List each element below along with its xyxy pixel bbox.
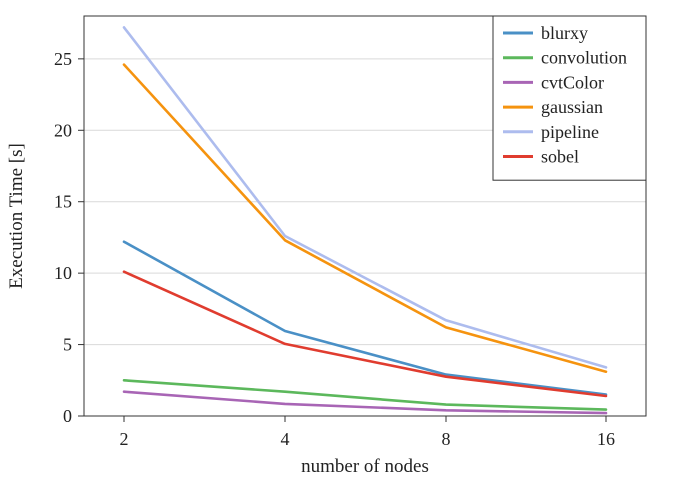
series-lines (122, 26, 608, 415)
y-axis-title: Execution Time [s] (6, 143, 27, 289)
legend-label-convolution: convolution (541, 48, 627, 68)
legend-label-cvtColor: cvtColor (541, 72, 604, 92)
x-tick-label: 16 (597, 429, 615, 449)
y-tick-label: 5 (63, 335, 72, 355)
legend-box (492, 15, 647, 181)
y-tick-label: 10 (54, 263, 72, 283)
plot-frame (83, 15, 647, 417)
x-axis-ticks: 2 4 8 16 (120, 416, 615, 449)
x-tick-label: 8 (442, 429, 451, 449)
series-line-blurxy (122, 240, 608, 396)
legend-label-pipeline: pipeline (541, 122, 599, 142)
y-tick-label: 25 (54, 49, 72, 69)
series-line-gaussian (122, 63, 608, 374)
legend-label-blurxy: blurxy (541, 23, 588, 43)
y-axis-ticks: 0 5 10 15 20 25 (54, 49, 84, 426)
x-tick-label: 4 (281, 429, 290, 449)
x-tick-label: 2 (120, 429, 129, 449)
series-line-convolution (122, 378, 608, 411)
y-tick-label: 15 (54, 192, 72, 212)
legend-label-gaussian: gaussian (541, 97, 603, 117)
y-tick-label: 0 (63, 406, 72, 426)
x-axis-title: number of nodes (301, 456, 429, 477)
series-line-cvtColor (122, 390, 608, 415)
legend: blurxy convolution cvtColor gaussian pipelin… (492, 15, 647, 181)
legend-label-sobel: sobel (541, 147, 579, 167)
y-tick-label: 20 (54, 120, 72, 140)
series-line-pipeline (122, 26, 608, 369)
series-line-sobel (122, 270, 608, 398)
